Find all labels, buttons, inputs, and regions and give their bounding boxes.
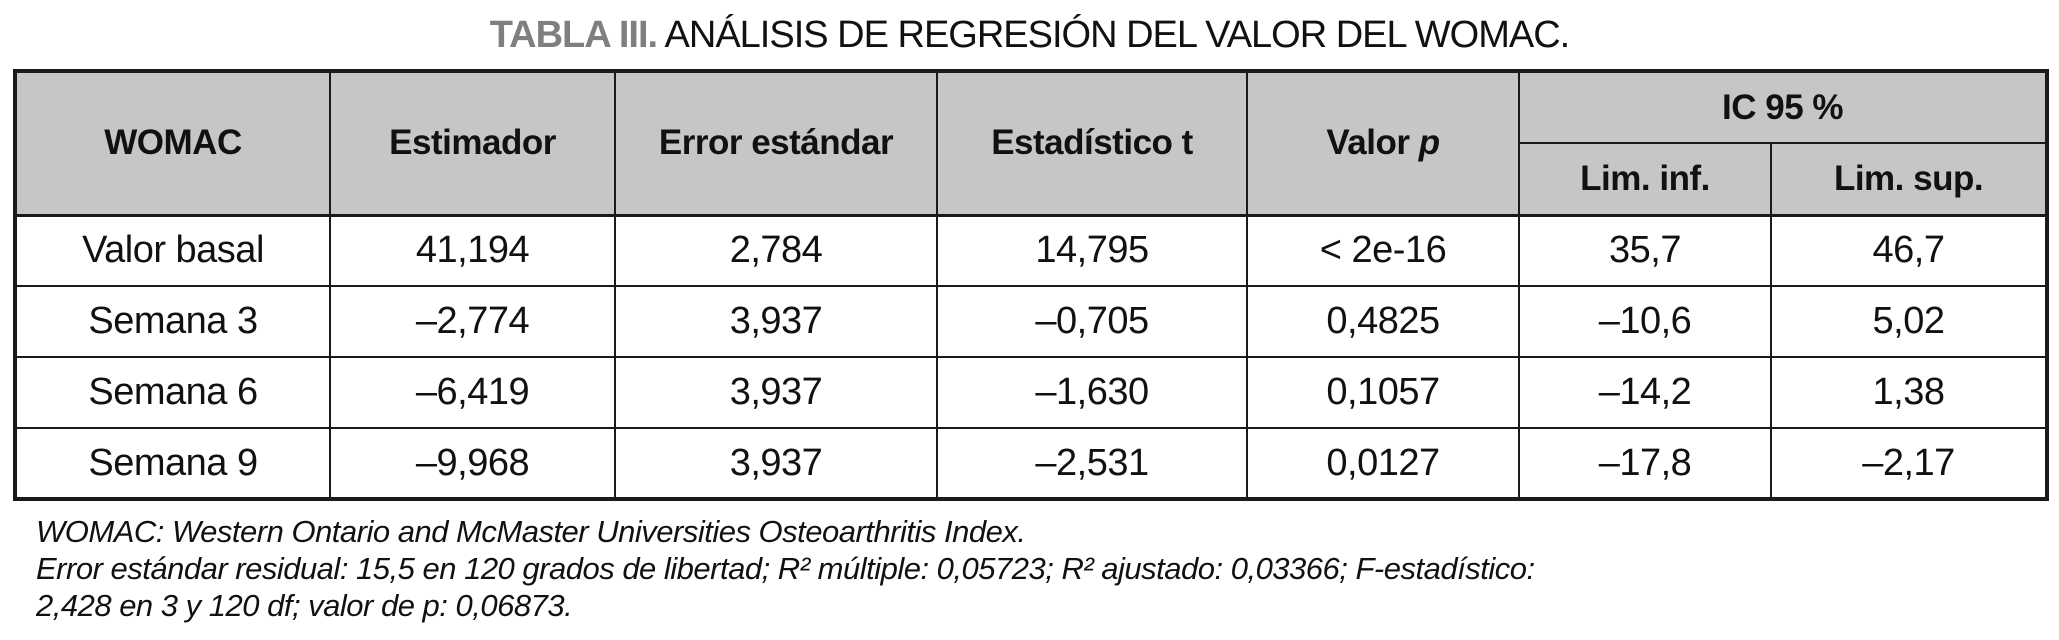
table-number: TABLA III. — [489, 14, 658, 56]
cell-valor-p: 0,1057 — [1246, 356, 1520, 429]
row-label: Valor basal — [14, 213, 331, 287]
cell-estimador: –2,774 — [329, 285, 616, 358]
cell-estadistico-t: –1,630 — [936, 356, 1248, 429]
row-label: Semana 6 — [14, 356, 331, 429]
cell-lim-sup: 46,7 — [1770, 213, 2048, 287]
col-header-ic95: IC 95 % — [1518, 70, 2048, 144]
table-row-semana-3: Semana 3 –2,774 3,937 –0,705 0,4825 –10,… — [14, 285, 2048, 358]
cell-lim-sup: 5,02 — [1770, 285, 2048, 358]
page-title: TABLA III. ANÁLISIS DE REGRESIÓN DEL VAL… — [0, 0, 2059, 57]
cell-estadistico-t: –2,531 — [936, 427, 1248, 500]
valor-p-italic: p — [1418, 123, 1440, 163]
cell-error-estandar: 3,937 — [614, 427, 938, 500]
cell-estimador: 41,194 — [329, 213, 616, 287]
col-header-estadistico-t: Estadístico t — [936, 70, 1248, 216]
table-row-semana-6: Semana 6 –6,419 3,937 –1,630 0,1057 –14,… — [14, 356, 2048, 429]
table-body: Valor basal 41,194 2,784 14,795 < 2e-16 … — [14, 213, 2048, 500]
col-header-lim-inf: Lim. inf. — [1518, 142, 1772, 216]
cell-error-estandar: 3,937 — [614, 285, 938, 358]
footnote-line-1: WOMAC: Western Ontario and McMaster Univ… — [36, 514, 1026, 549]
cell-lim-inf: 35,7 — [1518, 213, 1772, 287]
col-header-womac: WOMAC — [14, 70, 331, 216]
cell-lim-sup: –2,17 — [1770, 427, 2048, 500]
cell-estadistico-t: 14,795 — [936, 213, 1248, 287]
table-row-semana-9: Semana 9 –9,968 3,937 –2,531 0,0127 –17,… — [14, 427, 2048, 500]
table-row-valor-basal: Valor basal 41,194 2,784 14,795 < 2e-16 … — [14, 213, 2048, 287]
cell-estimador: –9,968 — [329, 427, 616, 500]
col-header-lim-sup: Lim. sup. — [1770, 142, 2048, 216]
cell-error-estandar: 2,784 — [614, 213, 938, 287]
cell-error-estandar: 3,937 — [614, 356, 938, 429]
cell-valor-p: 0,4825 — [1246, 285, 1520, 358]
table-title-text: ANÁLISIS DE REGRESIÓN DEL VALOR DEL WOMA… — [664, 14, 1571, 56]
cell-valor-p: 0,0127 — [1246, 427, 1520, 500]
table-footnotes: WOMAC: Western Ontario and McMaster Univ… — [36, 513, 2059, 624]
cell-estadistico-t: –0,705 — [936, 285, 1248, 358]
col-header-valor-p: Valor p — [1246, 70, 1520, 216]
col-header-error-estandar: Error estándar — [614, 70, 938, 216]
regression-table: WOMAC Estimador Error estándar Estadísti… — [13, 69, 2049, 501]
row-label: Semana 9 — [14, 427, 331, 500]
cell-lim-sup: 1,38 — [1770, 356, 2048, 429]
footnote-line-3: 2,428 en 3 y 120 df; valor de p: 0,06873… — [36, 588, 573, 623]
col-header-estimador: Estimador — [329, 70, 616, 216]
cell-lim-inf: –17,8 — [1518, 427, 1772, 500]
table-header: WOMAC Estimador Error estándar Estadísti… — [14, 70, 2048, 216]
cell-lim-inf: –14,2 — [1518, 356, 1772, 429]
cell-lim-inf: –10,6 — [1518, 285, 1772, 358]
footnote-line-2: Error estándar residual: 15,5 en 120 gra… — [36, 551, 1535, 586]
cell-estimador: –6,419 — [329, 356, 616, 429]
row-label: Semana 3 — [14, 285, 331, 358]
cell-valor-p: < 2e-16 — [1246, 213, 1520, 287]
